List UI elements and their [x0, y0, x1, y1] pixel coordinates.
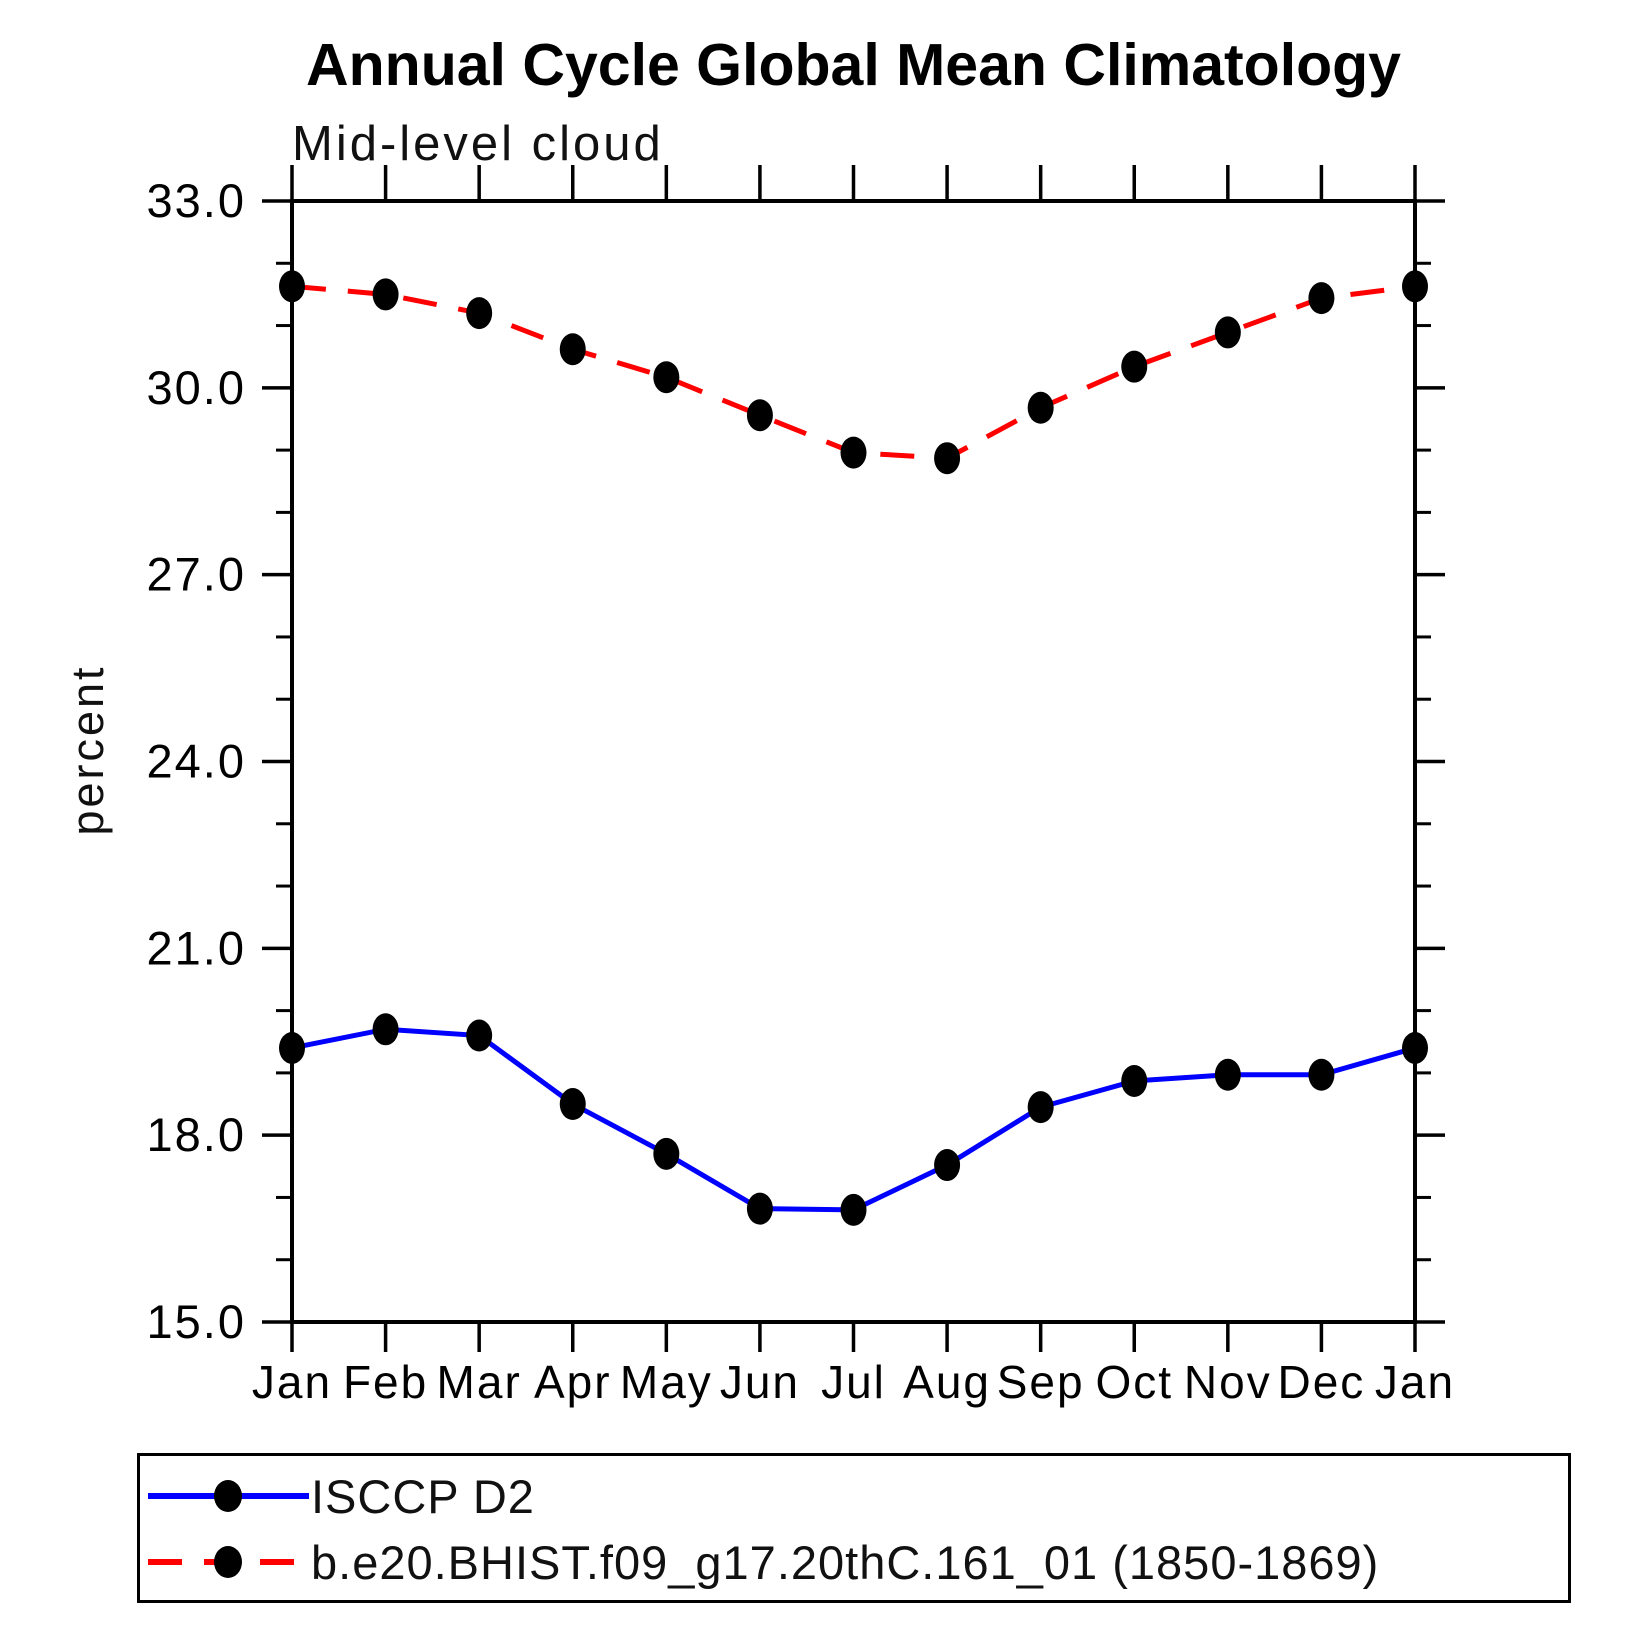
data-point-marker	[466, 297, 493, 330]
data-point-marker	[372, 278, 399, 311]
x-tick-label: Dec	[1278, 1356, 1366, 1408]
series-line-dashed	[291, 283, 1416, 461]
axis-frame	[290, 199, 1417, 1324]
x-tick-label: Feb	[343, 1356, 428, 1408]
legend-marker-dot	[214, 1480, 242, 1512]
data-point-marker	[1214, 1058, 1241, 1091]
data-point-marker	[279, 270, 305, 303]
y-tick-label: 21.0	[147, 921, 246, 974]
data-point-marker	[1027, 391, 1054, 424]
data-point-marker	[279, 1031, 305, 1064]
chart-title: Annual Cycle Global Mean Climatology	[306, 32, 1401, 98]
x-tick-label: Nov	[1184, 1356, 1272, 1408]
data-point-marker	[934, 442, 961, 475]
data-point-marker	[1121, 1064, 1148, 1097]
series-line-solid	[291, 1026, 1416, 1213]
y-tick-label: 24.0	[147, 735, 246, 788]
x-tick-label: Jun	[720, 1356, 800, 1408]
x-tick-label: Oct	[1095, 1356, 1173, 1408]
data-point-marker	[840, 436, 867, 469]
data-point-marker	[1402, 270, 1428, 303]
data-point-marker	[934, 1149, 961, 1182]
data-point-marker	[559, 333, 586, 366]
data-point-marker	[653, 1137, 680, 1170]
y-axis-label: percent	[62, 664, 113, 836]
data-point-marker	[1214, 316, 1241, 349]
data-point-marker	[1402, 1031, 1428, 1064]
x-tick-label: Aug	[903, 1356, 991, 1408]
y-tick-label: 18.0	[147, 1108, 246, 1161]
y-tick-label: 15.0	[147, 1295, 246, 1348]
legend-item-model: b.e20.BHIST.f09_g17.20thC.161_01 (1850-1…	[146, 1530, 1379, 1594]
data-point-marker	[372, 1013, 399, 1046]
data-point-marker	[1308, 282, 1335, 315]
x-tick-label: Mar	[437, 1356, 522, 1408]
data-point-marker	[1027, 1091, 1054, 1124]
legend-label-model: b.e20.BHIST.f09_g17.20thC.161_01 (1850-1…	[311, 1535, 1380, 1589]
data-point-marker	[466, 1019, 493, 1052]
legend-marker-dot	[214, 1546, 242, 1578]
data-point-marker	[1308, 1058, 1335, 1091]
legend-dashed-line-sample	[148, 1546, 309, 1578]
data-point-marker	[559, 1088, 586, 1121]
x-tick-label: Jan	[252, 1356, 332, 1408]
data-point-marker	[746, 1192, 773, 1225]
chart-subtitle: Mid-level cloud	[292, 117, 664, 171]
legend-label-observation: ISCCP D2	[311, 1469, 535, 1523]
x-tick-label: Apr	[534, 1356, 612, 1408]
legend-solid-line-sample	[148, 1480, 309, 1512]
x-tick-label: May	[620, 1356, 713, 1408]
y-tick-label: 33.0	[147, 174, 246, 227]
legend-box: ISCCP D2 b.e20.BHIST.f09_g17.20thC.161_0…	[137, 1453, 1571, 1603]
data-point-marker	[840, 1193, 867, 1226]
data-point-marker	[746, 399, 773, 432]
data-point-marker	[653, 361, 680, 394]
x-tick-label: Sep	[997, 1356, 1085, 1408]
legend-item-observation: ISCCP D2	[146, 1464, 535, 1528]
data-point-marker	[1121, 350, 1148, 383]
y-tick-label: 30.0	[147, 361, 246, 414]
y-tick-label: 27.0	[147, 548, 246, 601]
x-tick-label: Jan	[1375, 1356, 1455, 1408]
x-tick-label: Jul	[821, 1356, 886, 1408]
